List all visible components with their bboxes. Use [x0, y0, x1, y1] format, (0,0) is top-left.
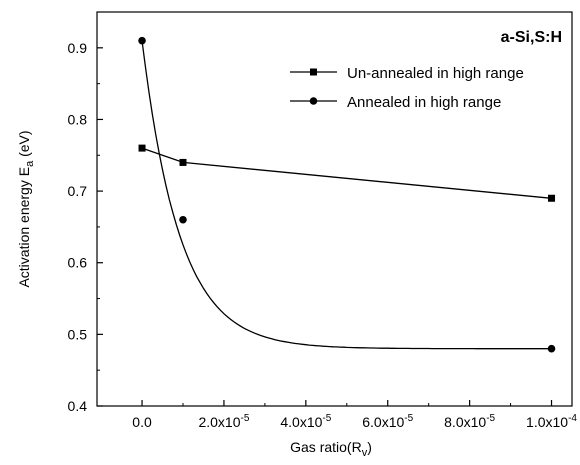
data-point-unannealed: [548, 194, 556, 202]
legend-label-unannealed: Un-annealed in high range: [347, 65, 524, 82]
x-tick-label: 0.0: [132, 414, 152, 430]
legend-marker-circle: [309, 97, 318, 105]
x-axis-label-main: Gas ratio(R: [290, 439, 362, 455]
y-tick-label: 0.5: [68, 326, 88, 342]
y-tick-label: 0.8: [68, 111, 88, 127]
y-axis-label-subscript: a: [24, 160, 36, 167]
legend-marker-square: [310, 68, 317, 76]
x-axis-label-subscript: v: [362, 447, 368, 459]
legend-label-annealed: Annealed in high range: [347, 94, 501, 111]
axis-ticks: [97, 47, 553, 407]
data-point-annealed: [547, 344, 556, 353]
data-point-unannealed: [138, 144, 146, 152]
x-tick-label: 1.0x10-4: [526, 413, 577, 430]
x-tick-label: 4.0x10-5: [280, 413, 331, 430]
plot-frame: [96, 11, 573, 407]
data-point-annealed: [138, 36, 146, 45]
x-tick-label: 2.0x10-5: [198, 413, 249, 430]
legend: Un-annealed in high range Annealed in hi…: [290, 65, 524, 111]
data-point-annealed: [179, 215, 187, 224]
y-tick-label: 0.9: [68, 40, 88, 56]
y-tick-label: 0.7: [68, 183, 88, 199]
series-line-unannealed: [141, 147, 552, 199]
y-axis-label-main: Activation energy E: [16, 167, 32, 288]
x-tick-label: 6.0x10-5: [362, 413, 413, 430]
series-fit-annealed: [141, 40, 552, 350]
y-tick-label: 0.4: [68, 398, 88, 414]
data-point-unannealed: [179, 158, 187, 166]
x-axis-label-end: ): [367, 439, 372, 455]
y-axis-label-end: (eV): [16, 130, 32, 160]
y-axis-label: Activation energy Ea (eV): [16, 130, 36, 287]
x-tick-label: 8.0x10-5: [444, 413, 495, 430]
x-axis-label: Gas ratio(Rv): [290, 439, 372, 459]
y-tick-label: 0.6: [68, 255, 88, 271]
axis-tick-labels: 0.4 0.5 0.6 0.7 0.8 0.9 0.0 2.0x10-5 4.0x10-5 6.0…: [68, 40, 578, 430]
data-markers: [138, 36, 556, 353]
chart-title: a-Si,S:H: [501, 29, 562, 46]
fit-curves: [141, 40, 552, 350]
